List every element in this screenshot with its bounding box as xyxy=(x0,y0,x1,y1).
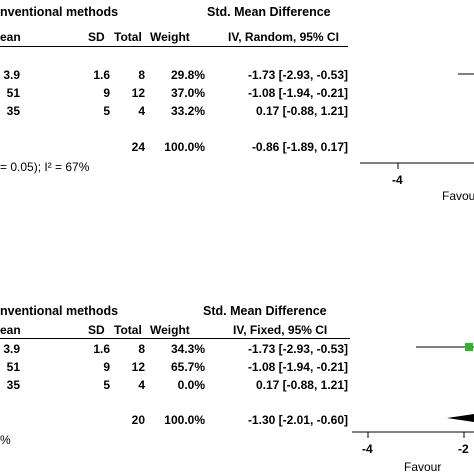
col-mean-header: ean xyxy=(0,30,21,44)
col-sd-header: SD xyxy=(88,323,105,337)
total-count: 20 xyxy=(131,413,145,427)
cell-ci: -1.73 [-2.93, -0.53] xyxy=(247,68,348,82)
cell-total: 12 xyxy=(131,360,145,374)
col-ci-header: IV, Random, 95% CI xyxy=(228,30,339,44)
group-header: nventional methods xyxy=(0,304,119,318)
cell-total: 8 xyxy=(138,68,145,82)
total-ci: -0.86 [-1.89, 0.17] xyxy=(251,140,348,154)
cell-sd: 5 xyxy=(103,104,110,118)
cell-weight: 37.0% xyxy=(170,86,205,100)
cell-sd: 1.6 xyxy=(93,68,110,82)
favours-label: Favou xyxy=(442,189,474,203)
cell-total: 8 xyxy=(138,342,145,356)
cell-total: 4 xyxy=(138,104,145,118)
col-weight-header: Weight xyxy=(150,30,190,44)
cell-sd: 5 xyxy=(103,378,110,392)
axis-tick-label: -2 xyxy=(458,442,469,456)
total-count: 24 xyxy=(131,140,145,154)
cell-ci: -1.73 [-2.93, -0.53] xyxy=(247,342,348,356)
favours-label: Favour xyxy=(404,460,442,474)
cell-mean: 51 xyxy=(6,86,20,100)
cell-ci: 0.17 [-0.88, 1.21] xyxy=(255,104,348,118)
cell-sd: 9 xyxy=(103,86,110,100)
col-ci-header: IV, Fixed, 95% CI xyxy=(233,323,328,337)
summary-diamond xyxy=(447,414,474,422)
cell-mean: 35 xyxy=(6,104,20,118)
group-header: nventional methods xyxy=(0,5,119,19)
cell-sd: 9 xyxy=(103,360,110,374)
cell-sd: 1.6 xyxy=(93,342,110,356)
cell-ci: -1.08 [-1.94, -0.21] xyxy=(247,360,348,374)
effect-header: Std. Mean Difference xyxy=(207,5,331,19)
cell-mean: 35 xyxy=(6,378,20,392)
cell-mean: 3.9 xyxy=(3,342,20,356)
cell-ci: -1.08 [-1.94, -0.21] xyxy=(247,86,348,100)
cell-weight: 0.0% xyxy=(177,378,205,392)
col-total-header: Total xyxy=(114,323,142,337)
header-rule xyxy=(0,338,350,339)
total-weight: 100.0% xyxy=(164,140,205,154)
cell-weight: 29.8% xyxy=(170,68,205,82)
cell-weight: 34.3% xyxy=(170,342,205,356)
heterogeneity-text: % xyxy=(0,433,11,447)
point-estimate xyxy=(465,343,473,351)
cell-weight: 65.7% xyxy=(170,360,205,374)
heterogeneity-text: = 0.05); I² = 67% xyxy=(0,160,90,174)
col-total-header: Total xyxy=(114,30,142,44)
cell-mean: 51 xyxy=(6,360,20,374)
axis-tick-label: -4 xyxy=(392,173,403,187)
header-rule xyxy=(0,46,348,47)
cell-mean: 3.9 xyxy=(3,68,20,82)
total-weight: 100.0% xyxy=(164,413,205,427)
cell-ci: 0.17 [-0.88, 1.21] xyxy=(255,378,348,392)
cell-weight: 33.2% xyxy=(170,104,205,118)
col-mean-header: ean xyxy=(0,323,21,337)
cell-total: 12 xyxy=(131,86,145,100)
cell-total: 4 xyxy=(138,378,145,392)
axis-tick-label: -4 xyxy=(362,442,373,456)
total-ci: -1.30 [-2.01, -0.60] xyxy=(247,413,348,427)
col-weight-header: Weight xyxy=(150,323,190,337)
effect-header: Std. Mean Difference xyxy=(203,304,327,318)
col-sd-header: SD xyxy=(88,30,105,44)
